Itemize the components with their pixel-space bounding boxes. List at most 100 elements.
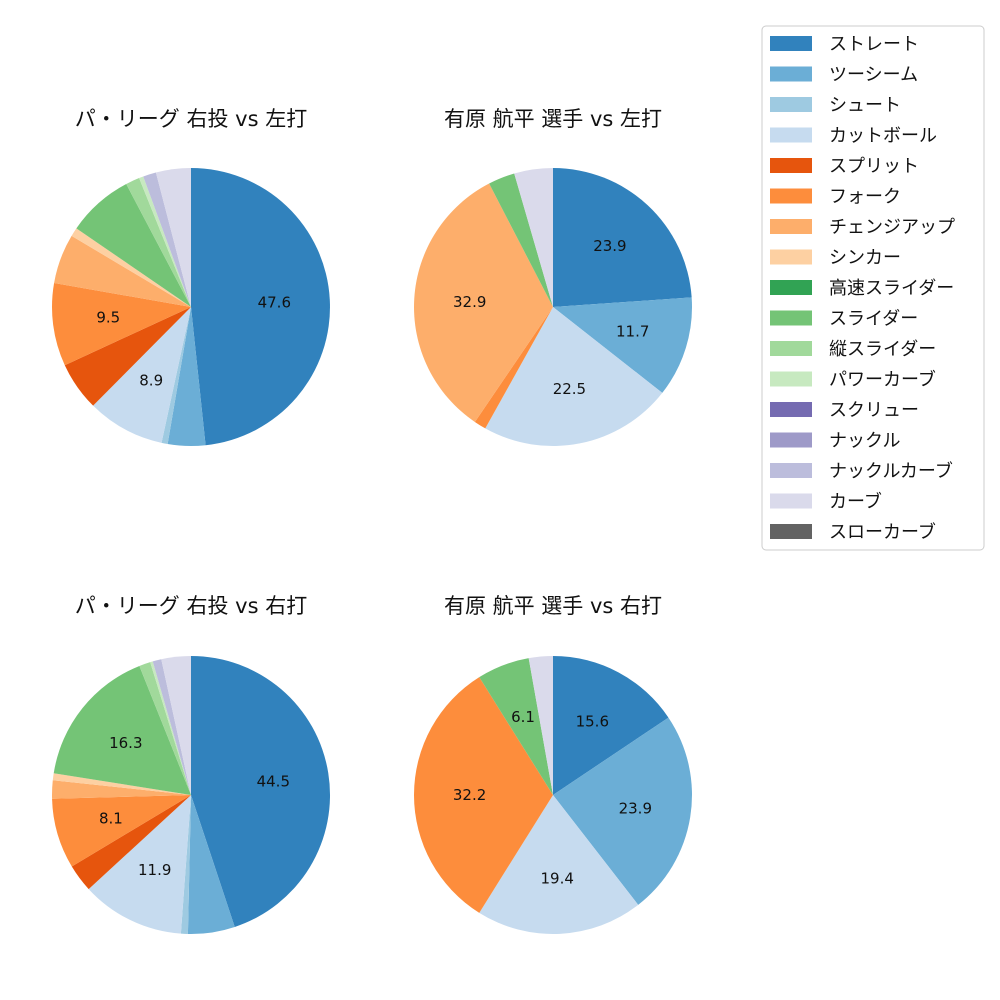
slice-value-label: 32.2 xyxy=(453,786,486,804)
legend-swatch xyxy=(770,463,812,478)
legend-item: チェンジアップ xyxy=(770,217,955,238)
pie-chart-2: 有原 航平 選手 vs 左打 23.9 11.7 22.5 32.9 xyxy=(414,107,693,446)
legend-label: スクリュー xyxy=(829,400,919,421)
legend-swatch xyxy=(770,36,812,51)
legend-label: ツーシーム xyxy=(829,65,918,86)
pie-slice xyxy=(413,677,553,913)
pie-slice xyxy=(143,172,191,307)
pie-slice xyxy=(71,795,191,890)
legend-item: ストレート xyxy=(770,34,919,55)
legend-item: スプリット xyxy=(770,156,919,177)
slice-value-label: 23.9 xyxy=(593,237,626,255)
legend-item: パワーカーブ xyxy=(770,369,936,391)
pie-slice xyxy=(161,307,191,445)
legend-swatch xyxy=(770,280,812,295)
legend-item: ツーシーム xyxy=(770,65,918,86)
legend-item: スローカーブ xyxy=(770,521,936,543)
pie-slice xyxy=(52,773,191,795)
pie-slice xyxy=(553,297,693,393)
slice-value-label: 9.5 xyxy=(96,309,120,327)
legend-swatch xyxy=(770,97,812,112)
slice-value-label: 8.9 xyxy=(139,371,163,389)
legend-label: カーブ xyxy=(829,491,882,513)
legend-item: カーブ xyxy=(770,491,882,513)
slice-value-label: 22.5 xyxy=(553,380,586,398)
legend-item: カットボール xyxy=(770,126,937,147)
legend-label: スライダー xyxy=(829,309,918,330)
pie-slice xyxy=(64,307,191,406)
pie-slice xyxy=(191,168,330,446)
pie-slice xyxy=(514,168,553,307)
legend-label: シンカー xyxy=(829,248,901,269)
pie-slice xyxy=(528,656,553,795)
slice-value-label: 47.6 xyxy=(258,294,291,312)
pie-slice xyxy=(180,795,191,934)
slice-value-label: 6.1 xyxy=(511,708,535,726)
pie-slice xyxy=(126,178,191,307)
slice-value-label: 23.9 xyxy=(619,799,652,817)
pie-slice xyxy=(187,795,235,935)
pie-slice xyxy=(152,659,191,795)
slice-value-label: 32.9 xyxy=(453,293,486,311)
pie-slice xyxy=(139,662,191,795)
pie-slice xyxy=(485,307,663,446)
legend-label: フォーク xyxy=(829,187,901,208)
legend-label: ナックル xyxy=(829,431,900,452)
slice-value-label: 11.7 xyxy=(616,323,649,341)
chart-title: パ・リーグ 右投 vs 左打 xyxy=(75,107,307,131)
legend-label: パワーカーブ xyxy=(829,369,936,391)
legend-swatch xyxy=(770,219,812,234)
legend-label: シュート xyxy=(829,95,901,116)
legend-swatch xyxy=(770,493,812,509)
chart-title: 有原 航平 選手 vs 右打 xyxy=(444,594,662,618)
legend-label: 高速スライダー xyxy=(829,278,954,299)
pie-slice xyxy=(414,183,553,422)
pie-slice xyxy=(52,795,191,867)
legend-item: 高速スライダー xyxy=(770,278,954,299)
legend-item: フォーク xyxy=(770,187,901,208)
pie-slice xyxy=(479,795,639,934)
pie-slice xyxy=(553,656,669,795)
chart-title: パ・リーグ 右投 vs 右打 xyxy=(75,594,307,618)
legend-swatch xyxy=(770,127,812,143)
pie-slice xyxy=(139,176,191,307)
pie-slice xyxy=(53,665,192,795)
slice-value-label: 15.6 xyxy=(576,712,609,730)
pie-chart-1: パ・リーグ 右投 vs 左打 47.6 8.9 9.5 xyxy=(51,107,330,446)
legend-items: ストレートツーシームシュートカットボールスプリットフォークチェンジアップシンカー… xyxy=(770,34,955,543)
legend-label: スローカーブ xyxy=(829,521,936,543)
legend-item: スライダー xyxy=(770,309,918,330)
pie-slice xyxy=(93,307,191,443)
pie-slice xyxy=(161,656,191,795)
slice-value-label: 44.5 xyxy=(257,773,290,791)
pie-slice xyxy=(191,656,331,927)
pie-slice xyxy=(88,795,191,934)
legend-item: ナックルカーブ xyxy=(770,460,953,482)
legend-item: シュート xyxy=(770,95,901,116)
slice-value-label: 19.4 xyxy=(540,869,573,887)
legend-swatch xyxy=(770,310,812,326)
legend-label: ストレート xyxy=(829,34,919,55)
pie-slice xyxy=(51,282,191,366)
legend-swatch xyxy=(770,66,812,82)
legend-item: ナックル xyxy=(770,431,900,452)
pie-slice xyxy=(76,184,191,307)
legend-frame xyxy=(761,25,985,551)
legend-label: スプリット xyxy=(829,156,919,177)
pie-slice xyxy=(71,228,191,307)
pie-slice xyxy=(489,173,553,307)
legend-item: スクリュー xyxy=(770,400,919,421)
pie-charts: パ・リーグ 右投 vs 左打 47.6 8.9 9.5 有原 航平 選手 vs 左打 23… xyxy=(51,107,693,935)
pie-slice xyxy=(167,307,206,446)
legend-label: カットボール xyxy=(829,126,937,147)
pie-chart-4: 有原 航平 選手 vs 右打 15.6 23.9 19.4 32.2 6.1 xyxy=(413,594,692,934)
pie-chart-3: パ・リーグ 右投 vs 右打 44.5 11.9 8.1 16.3 xyxy=(51,594,331,935)
legend-swatch xyxy=(770,158,812,173)
legend-swatch xyxy=(770,524,812,539)
pie-slice xyxy=(553,168,692,307)
pie-slice xyxy=(155,168,191,307)
pie-slice xyxy=(479,658,553,795)
legend-swatch xyxy=(770,371,812,387)
pie-slice xyxy=(553,717,692,905)
